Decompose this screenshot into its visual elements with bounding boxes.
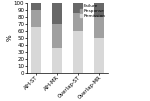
Y-axis label: %: % — [6, 35, 12, 41]
Bar — [73, 31, 83, 73]
Bar — [73, 14, 83, 31]
Bar — [52, 24, 62, 48]
Legend: Failure, Response, Remission: Failure, Response, Remission — [80, 4, 106, 18]
Bar — [94, 17, 104, 38]
Bar — [94, 3, 104, 17]
Bar — [31, 27, 41, 73]
Bar — [73, 3, 83, 13]
Bar — [31, 10, 41, 27]
Bar — [52, 48, 62, 73]
Bar — [52, 3, 62, 24]
Bar — [31, 3, 41, 10]
Bar — [94, 38, 104, 73]
